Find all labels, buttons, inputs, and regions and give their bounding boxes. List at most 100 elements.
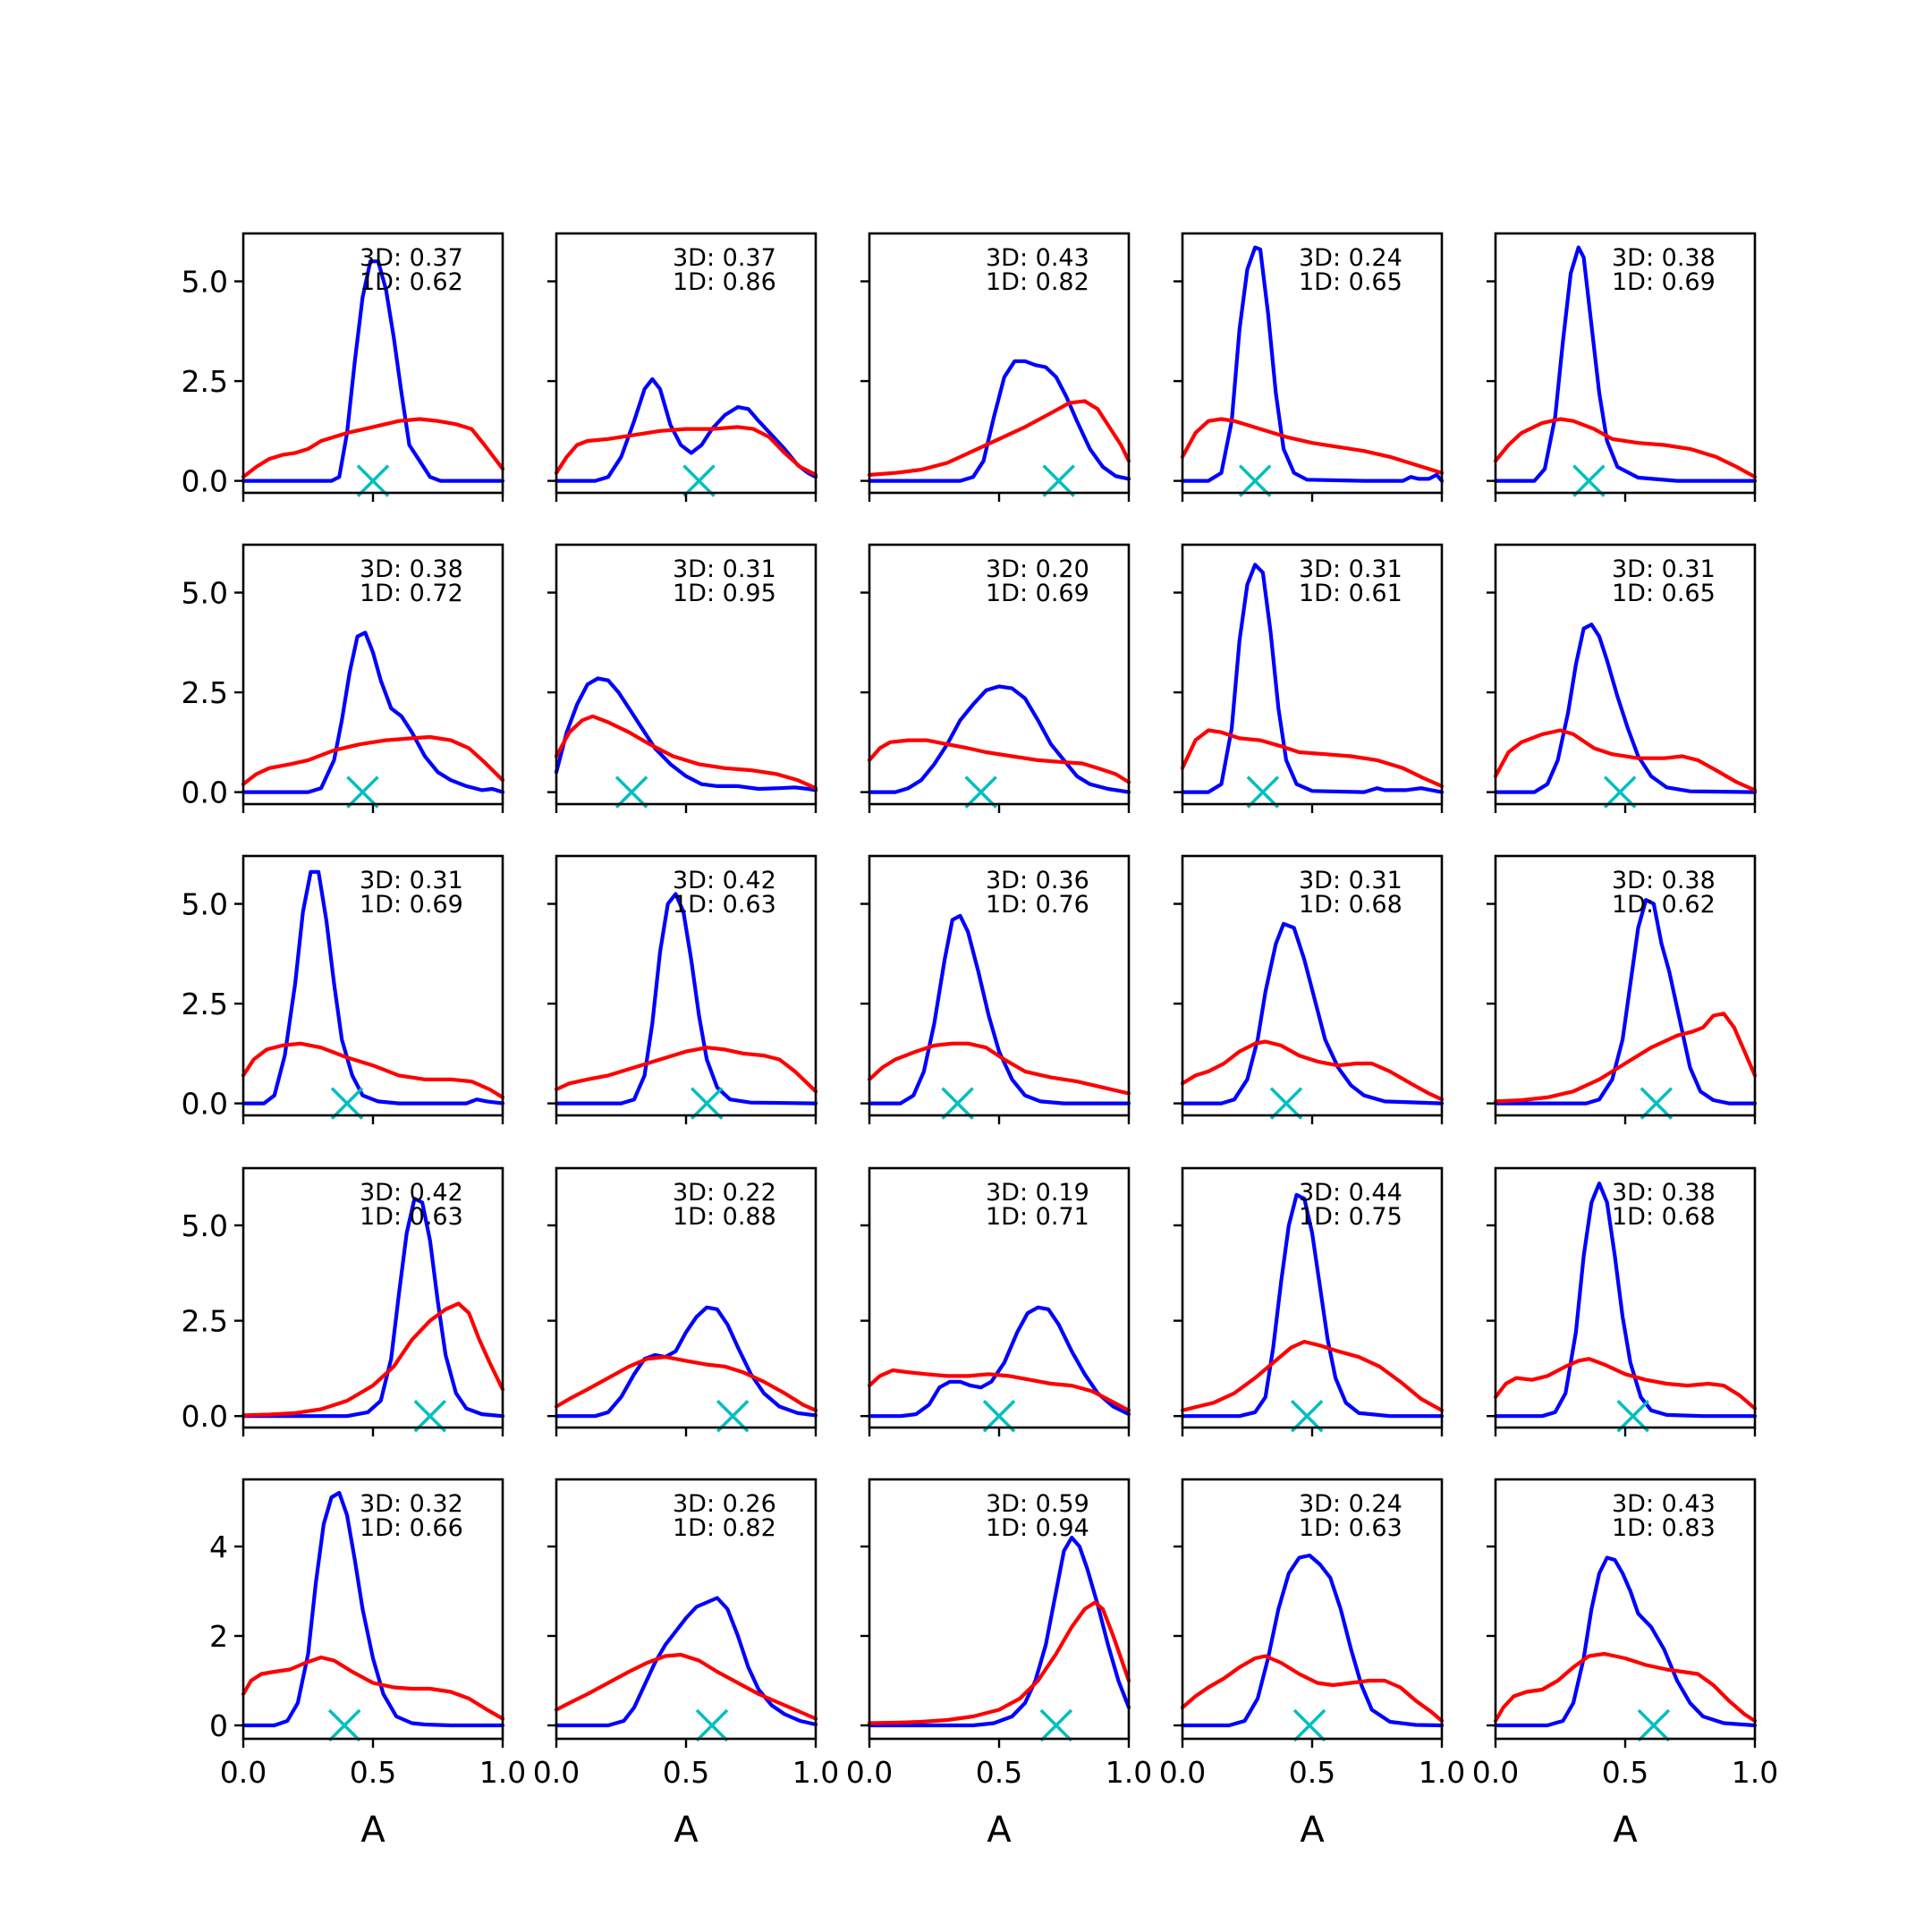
red-density-line bbox=[241, 1655, 505, 1721]
blue-density-line bbox=[867, 1305, 1131, 1419]
annotation-1d: 1D: 0.65 bbox=[1612, 580, 1716, 607]
x-marker bbox=[1269, 1087, 1303, 1120]
y-tick-label: 4 bbox=[209, 1530, 228, 1564]
x-marker bbox=[982, 1399, 1016, 1433]
blue-density-line bbox=[554, 892, 818, 1106]
annotation-1d: 1D: 0.69 bbox=[986, 580, 1089, 607]
x-tick-label: 0.5 bbox=[1289, 1755, 1335, 1790]
red-density-line bbox=[241, 1041, 505, 1100]
red-density-line bbox=[1493, 417, 1758, 479]
x-marker bbox=[941, 1087, 974, 1120]
annotation-1d: 1D: 0.62 bbox=[360, 268, 463, 296]
blue-density-line bbox=[1180, 1553, 1445, 1728]
x-marker bbox=[1039, 1708, 1073, 1742]
x-tick-label: 1.0 bbox=[479, 1755, 526, 1790]
blue-density-line bbox=[241, 631, 505, 794]
blue-density-line bbox=[1493, 1181, 1758, 1419]
annotation-1d: 1D: 0.82 bbox=[986, 268, 1089, 296]
annotation-3d: 3D: 0.43 bbox=[1612, 1490, 1716, 1518]
blue-density-line bbox=[241, 259, 505, 483]
y-tick-label: 2.5 bbox=[182, 675, 228, 710]
x-marker bbox=[1572, 464, 1606, 497]
annotation-3d: 3D: 0.38 bbox=[1612, 1179, 1716, 1207]
annotation-3d: 3D: 0.43 bbox=[986, 244, 1089, 272]
x-axis-label: A bbox=[674, 1809, 699, 1851]
red-density-line bbox=[1180, 728, 1445, 789]
x-axis-label: A bbox=[987, 1809, 1012, 1851]
red-density-line bbox=[241, 417, 505, 479]
annotation-3d: 3D: 0.38 bbox=[1612, 244, 1716, 272]
annotation-3d: 3D: 0.36 bbox=[986, 867, 1089, 894]
annotation-3d: 3D: 0.26 bbox=[673, 1490, 776, 1518]
y-tick-label: 5.0 bbox=[182, 576, 228, 611]
annotation-3d: 3D: 0.44 bbox=[1299, 1179, 1402, 1207]
x-marker bbox=[964, 775, 997, 809]
annotation-3d: 3D: 0.59 bbox=[986, 1490, 1089, 1518]
annotation-3d: 3D: 0.32 bbox=[360, 1490, 463, 1518]
blue-density-line bbox=[1180, 245, 1445, 483]
x-tick-label: 0.5 bbox=[350, 1755, 396, 1790]
x-marker bbox=[1246, 775, 1280, 809]
x-marker bbox=[716, 1399, 750, 1433]
annotation-1d: 1D: 0.83 bbox=[1612, 1514, 1716, 1542]
annotation-1d: 1D: 0.63 bbox=[673, 891, 776, 919]
red-density-line bbox=[1493, 1651, 1758, 1724]
y-tick-label: 0.0 bbox=[182, 464, 228, 499]
annotation-3d: 3D: 0.31 bbox=[1612, 555, 1716, 583]
annotation-1d: 1D: 0.69 bbox=[1612, 268, 1716, 296]
x-tick-label: 1.0 bbox=[1419, 1755, 1465, 1790]
y-tick-label: 0.0 bbox=[182, 775, 228, 810]
y-tick-label: 5.0 bbox=[182, 887, 228, 922]
annotation-1d: 1D: 0.86 bbox=[673, 268, 776, 296]
annotation-3d: 3D: 0.31 bbox=[1299, 867, 1402, 894]
annotation-1d: 1D: 0.71 bbox=[986, 1203, 1089, 1231]
annotation-1d: 1D: 0.63 bbox=[360, 1203, 463, 1231]
x-marker bbox=[695, 1708, 729, 1742]
x-marker bbox=[346, 775, 379, 809]
annotation-1d: 1D: 0.68 bbox=[1612, 1203, 1716, 1231]
annotation-3d: 3D: 0.38 bbox=[1612, 867, 1716, 894]
x-marker bbox=[690, 1087, 724, 1120]
blue-density-line bbox=[1493, 245, 1758, 483]
annotation-3d: 3D: 0.20 bbox=[986, 555, 1089, 583]
annotation-1d: 1D: 0.68 bbox=[1299, 891, 1402, 919]
x-marker bbox=[1290, 1399, 1324, 1433]
x-tick-label: 0.0 bbox=[533, 1755, 580, 1790]
blue-density-line bbox=[1180, 563, 1445, 794]
annotation-1d: 1D: 0.76 bbox=[986, 891, 1089, 919]
x-marker bbox=[413, 1399, 447, 1433]
annotation-3d: 3D: 0.24 bbox=[1299, 1490, 1402, 1518]
annotation-1d: 1D: 0.62 bbox=[1612, 891, 1716, 919]
x-marker bbox=[330, 1087, 364, 1120]
x-marker bbox=[356, 464, 390, 497]
blue-density-line bbox=[241, 1196, 505, 1419]
x-tick-label: 0.5 bbox=[1602, 1755, 1648, 1790]
blue-density-line bbox=[867, 1535, 1131, 1728]
annotation-3d: 3D: 0.31 bbox=[1299, 555, 1402, 583]
x-tick-label: 0.0 bbox=[220, 1755, 267, 1790]
x-axis-label: A bbox=[1300, 1809, 1325, 1851]
red-density-line bbox=[1180, 1039, 1445, 1102]
y-tick-label: 2.5 bbox=[182, 987, 228, 1021]
y-tick-label: 2.5 bbox=[182, 364, 228, 399]
y-tick-label: 0 bbox=[209, 1708, 228, 1743]
annotation-1d: 1D: 0.95 bbox=[673, 580, 776, 607]
blue-density-line bbox=[867, 359, 1131, 483]
annotation-1d: 1D: 0.88 bbox=[673, 1203, 776, 1231]
y-tick-label: 2 bbox=[209, 1619, 228, 1654]
red-density-line bbox=[867, 1041, 1131, 1096]
annotation-1d: 1D: 0.69 bbox=[360, 891, 463, 919]
red-density-line bbox=[1493, 1357, 1758, 1411]
red-density-line bbox=[554, 1046, 818, 1094]
